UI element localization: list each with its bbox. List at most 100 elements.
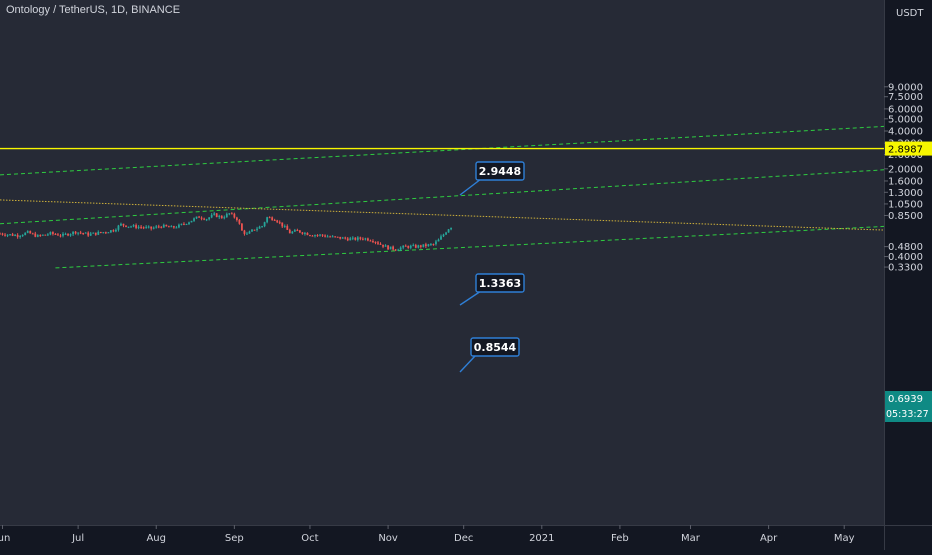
candle-body: [9, 234, 11, 236]
candle-body: [74, 231, 77, 234]
candle-body: [193, 218, 195, 221]
candle-body: [225, 213, 228, 218]
candle-body: [273, 219, 276, 221]
candle-body: [377, 242, 379, 244]
plot-area[interactable]: [0, 0, 884, 525]
candle: [440, 234, 442, 240]
candle-body: [11, 234, 14, 236]
candle-body: [367, 238, 369, 241]
candle-body: [183, 223, 185, 225]
candle-body: [157, 226, 160, 228]
candle: [29, 230, 32, 234]
candle-body: [447, 229, 450, 233]
candle: [223, 215, 226, 220]
candle: [235, 216, 238, 222]
candle-body: [67, 233, 69, 236]
candle-body: [414, 245, 417, 248]
price-callout[interactable]: 1.3363: [459, 273, 525, 306]
candle-body: [271, 217, 274, 220]
candle-body: [266, 217, 269, 223]
candle: [92, 232, 95, 234]
candle-body: [79, 232, 82, 234]
candle-body: [374, 241, 377, 243]
candle: [326, 234, 329, 238]
candle: [293, 228, 296, 232]
candle: [109, 230, 112, 234]
candle-body: [334, 236, 337, 238]
candle: [427, 243, 430, 247]
candle-body: [356, 237, 359, 240]
candle: [195, 216, 198, 220]
candle: [188, 221, 190, 226]
candle-body: [213, 213, 216, 215]
candle: [165, 224, 168, 227]
candle-body: [97, 231, 100, 235]
candle-body: [394, 249, 397, 251]
candle-body: [326, 236, 329, 238]
candle-body: [203, 218, 206, 220]
callout-pointer: [459, 290, 482, 306]
candle-body: [263, 222, 266, 227]
candle-body: [220, 215, 223, 219]
candle: [273, 218, 276, 221]
trend-line-channel-middle[interactable]: [0, 167, 922, 225]
x-axis[interactable]: Jun Jul Aug Sep Oct Nov Dec 2021 Feb Mar Apr May: [0, 525, 855, 544]
candle: [170, 225, 173, 228]
candle: [311, 235, 314, 237]
candle-body: [198, 216, 200, 218]
candle: [107, 231, 110, 234]
candle: [276, 219, 279, 224]
candle: [397, 248, 400, 251]
candle: [225, 212, 228, 218]
candle-body: [130, 226, 132, 228]
candle: [445, 231, 447, 236]
candle: [97, 230, 100, 236]
price-callout[interactable]: 0.8544: [459, 337, 520, 373]
candle: [263, 221, 266, 228]
candle-body: [16, 234, 19, 237]
candle-body: [52, 232, 54, 234]
candle: [369, 239, 372, 242]
candle: [142, 226, 145, 230]
y-tick-label: 7.5000: [888, 92, 923, 103]
candle: [213, 211, 216, 216]
candle-body: [354, 237, 357, 240]
trend-line-resistance[interactable]: [0, 199, 922, 231]
candle-body: [384, 245, 387, 247]
y-tick-label: 6.0000: [888, 104, 923, 115]
candle-body: [178, 224, 180, 228]
candle: [1, 232, 4, 236]
x-tick-label: Sep: [225, 533, 244, 544]
candle-body: [314, 235, 316, 237]
candle-body: [251, 229, 253, 232]
price-callout[interactable]: 2.9448: [459, 161, 525, 196]
candle: [271, 216, 274, 221]
candle-body: [140, 226, 143, 228]
candle-body: [435, 241, 437, 245]
candle: [24, 232, 27, 236]
candle-body: [175, 227, 178, 229]
candle-body: [369, 240, 372, 242]
candle-body: [180, 223, 183, 225]
candle: [238, 219, 241, 225]
callout-box: [475, 161, 525, 181]
candle-body: [115, 229, 117, 232]
candle: [36, 234, 39, 238]
candle-body: [29, 231, 32, 234]
candle-body: [399, 247, 402, 250]
trend-line-channel-lower[interactable]: [55, 225, 922, 269]
candle: [437, 238, 440, 242]
candle: [77, 232, 80, 236]
candle-body: [147, 226, 150, 228]
candle-body: [99, 231, 102, 233]
candle-body: [92, 232, 95, 234]
candle: [84, 232, 87, 234]
candle-body: [223, 217, 226, 219]
candle-body: [402, 245, 405, 248]
candle-body: [160, 226, 163, 228]
candle-body: [341, 237, 344, 239]
candle-body: [6, 234, 9, 236]
candle-body: [349, 238, 352, 241]
